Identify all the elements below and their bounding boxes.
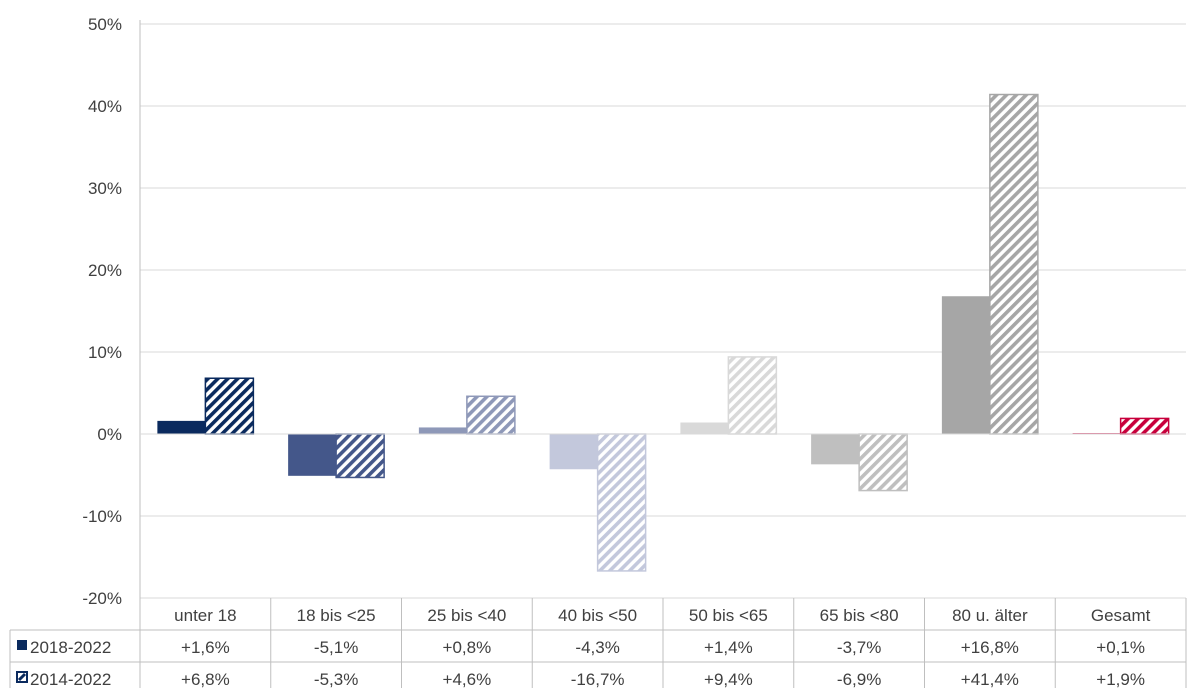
series-label: 2018-2022: [30, 638, 111, 657]
bar-2014-2022-2: [466, 395, 516, 435]
data-table-cell: -5,1%: [314, 638, 358, 657]
bar-2014-2022-0: [204, 377, 255, 435]
bar-2014-2022-1: [335, 433, 385, 479]
bar-2014-2022-5: [858, 433, 908, 492]
category-label: 40 bis <50: [558, 606, 637, 625]
data-table-cell: +0,8%: [443, 638, 492, 657]
category-label: Gesamt: [1091, 606, 1151, 625]
category-label: 80 u. älter: [952, 606, 1028, 625]
legend-key-stripe: [17, 672, 27, 682]
data-table-cell: -6,9%: [837, 670, 881, 688]
bar-2018-2022-0: [157, 420, 206, 434]
data-table-cell: -16,7%: [571, 670, 625, 688]
bar-2014-2022-3: [596, 433, 647, 572]
y-tick-label: 30%: [88, 179, 122, 198]
bar-2014-2022-7: [1119, 417, 1170, 435]
data-table-cell: +1,9%: [1096, 670, 1145, 688]
y-axis-tick-labels: -20% -10% 0% 10% 20% 30% 40% 50%: [82, 15, 122, 608]
data-table-cell: +1,4%: [704, 638, 753, 657]
axes: [139, 20, 1186, 598]
y-tick-label: 40%: [88, 97, 122, 116]
category-label: unter 18: [174, 606, 236, 625]
bar-2018-2022-6: [941, 296, 990, 434]
bar-2018-2022-1: [288, 434, 337, 476]
series-label: 2014-2022: [30, 670, 111, 688]
y-tick-label: 50%: [88, 15, 122, 34]
bar-2018-2022-4: [680, 422, 729, 434]
category-label: 65 bis <80: [820, 606, 899, 625]
data-table-cell: -3,7%: [837, 638, 881, 657]
y-tick-label: -20%: [82, 589, 122, 608]
legend-key-solid: [17, 640, 27, 650]
y-tick-label: 20%: [88, 261, 122, 280]
data-table-cell: +16,8%: [961, 638, 1019, 657]
bar-2014-2022-4: [727, 356, 778, 435]
data-table-cell: +6,8%: [181, 670, 230, 688]
bar-2018-2022-2: [418, 427, 467, 434]
data-table-cell: +0,1%: [1096, 638, 1145, 657]
bars: [157, 93, 1170, 572]
data-table-cell: +9,4%: [704, 670, 753, 688]
category-label: 50 bis <65: [689, 606, 768, 625]
category-label: 25 bis <40: [427, 606, 506, 625]
bar-2018-2022-3: [549, 434, 598, 470]
y-tick-label: 0%: [97, 425, 122, 444]
bar-2018-2022-5: [811, 434, 860, 465]
data-table-cell: -4,3%: [575, 638, 619, 657]
y-tick-label: -10%: [82, 507, 122, 526]
y-tick-label: 10%: [88, 343, 122, 362]
data-table-cell: -5,3%: [314, 670, 358, 688]
bar-2014-2022-6: [989, 93, 1039, 435]
data-table-cell: +41,4%: [961, 670, 1019, 688]
data-table: unter 18 18 bis <25 25 bis <40 40 bis <50 50…: [9, 598, 1187, 688]
category-label: 18 bis <25: [297, 606, 376, 625]
data-table-cell: +4,6%: [443, 670, 492, 688]
data-table-cell: +1,6%: [181, 638, 230, 657]
